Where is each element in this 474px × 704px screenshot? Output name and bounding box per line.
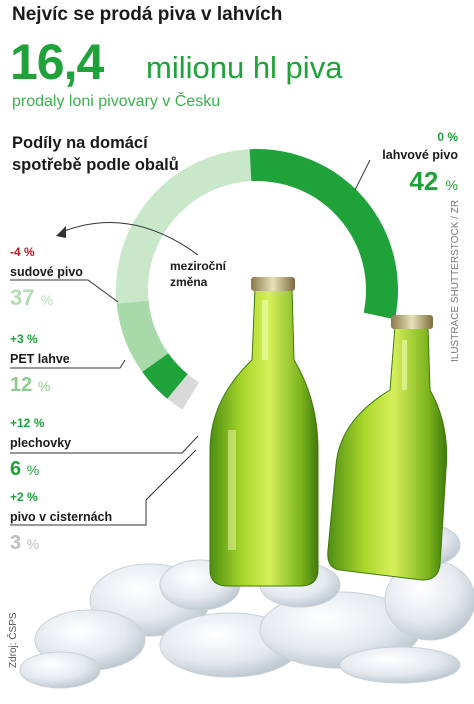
- unit-plechovky: %: [26, 462, 40, 478]
- leader-line-pet: [10, 359, 126, 369]
- label-sudove: sudové pivo: [10, 265, 83, 279]
- change-cisterny: +2 %: [10, 490, 38, 504]
- label-plechovky: plechovky: [10, 436, 72, 450]
- segment-cisterny: +2 % pivo v cisternách 3 %: [10, 490, 112, 555]
- ring-segment-pet: [116, 300, 169, 372]
- unit-pet: %: [37, 378, 51, 394]
- leader-lines: [10, 159, 371, 526]
- segment-lahvove: 0 % lahvové pivo 42 %: [300, 130, 458, 197]
- leader-line-cisterny: [10, 449, 197, 526]
- yoy-arrow-head: [56, 226, 66, 238]
- leader-line-plechovky: [10, 435, 199, 454]
- beer-bottle-back: [327, 315, 448, 581]
- big-number: 16,4: [10, 34, 104, 90]
- ring-segments: [116, 149, 398, 410]
- unit-lahvove: %: [445, 177, 458, 193]
- pct-sudove: 37: [10, 285, 35, 310]
- segment-pet: +3 % PET lahve 12 %: [10, 332, 70, 397]
- headline: Nejvíc se prodá piva v lahvích: [12, 4, 283, 25]
- beer-bottle-front: [209, 277, 319, 587]
- change-pet: +3 %: [10, 332, 38, 346]
- ring-segment-sudove: [116, 149, 252, 304]
- ring-segment-cisterny: [167, 374, 200, 410]
- pct-pet: 12: [10, 374, 33, 396]
- segment-sudove: -4 % sudové pivo 37 %: [10, 245, 83, 311]
- label-lahvove: lahvové pivo: [382, 148, 458, 162]
- pct-lahvove: 42: [409, 166, 439, 196]
- segment-plechovky: +12 % plechovky 6 %: [10, 416, 71, 481]
- yoy-change-label: meziroční změna: [170, 259, 227, 289]
- image-credit: ILUSTRACE SHUTTERSTOCK / ZR: [450, 199, 461, 362]
- big-unit: milionu hl piva: [146, 50, 343, 85]
- leader-line-sudove: [10, 279, 119, 303]
- ring-segment-lahvove: [249, 149, 398, 320]
- ring-segment-plechovky: [142, 353, 188, 399]
- chart-title: Podíly na domácí spotřebě podle obalů: [12, 134, 179, 174]
- yoy-arrow: [61, 222, 199, 256]
- pct-cisterny: 3: [10, 532, 22, 554]
- leader-line-lahvove: [354, 159, 371, 191]
- change-lahvove: 0 %: [437, 130, 458, 144]
- pct-plechovky: 6: [10, 458, 22, 480]
- source-note: Zdroj: ČSPS: [8, 612, 19, 668]
- label-cisterny: pivo v cisternách: [10, 510, 113, 524]
- subheadline: prodaly loni pivovary v Česku: [12, 93, 221, 110]
- change-plechovky: +12 %: [10, 416, 45, 430]
- unit-cisterny: %: [26, 536, 40, 552]
- unit-sudove: %: [40, 292, 54, 308]
- ice-illustration: [19, 522, 474, 689]
- change-sudove: -4 %: [10, 245, 35, 259]
- label-pet: PET lahve: [10, 352, 70, 366]
